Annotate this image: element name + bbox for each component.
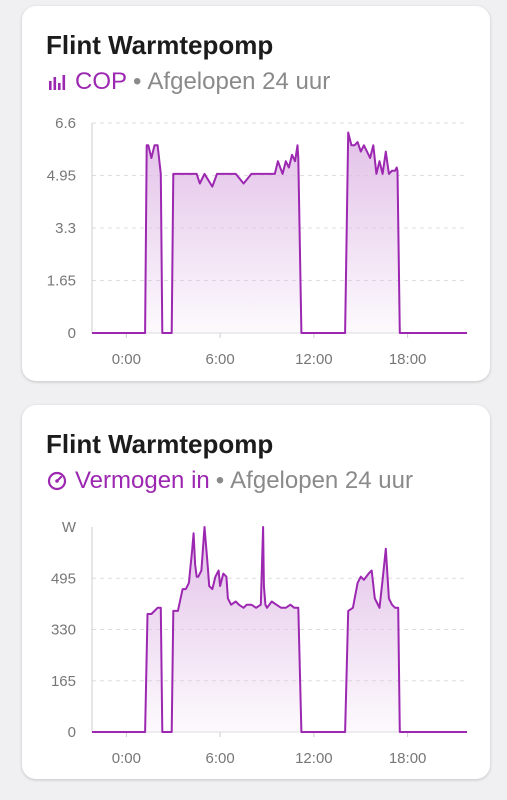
cop-card[interactable]: Flint Warmtepomp COP • Afgelopen 24 uur … <box>22 6 490 381</box>
y-tick-label: 0 <box>68 724 76 741</box>
y-tick-label: 330 <box>51 622 76 639</box>
x-tick-label: 0:00 <box>112 351 141 368</box>
gauge-icon <box>46 470 68 492</box>
card-subtitle: COP • Afgelopen 24 uur <box>46 68 330 96</box>
y-tick-label: 4.95 <box>47 168 76 185</box>
series-area <box>92 132 467 333</box>
y-tick-label: 495 <box>51 570 76 587</box>
series-line[interactable] <box>92 526 467 733</box>
card-subtitle: Vermogen in • Afgelopen 24 uur <box>46 467 413 495</box>
period-label: Afgelopen 24 uur <box>230 467 413 494</box>
y-tick-label: 6.6 <box>55 115 76 132</box>
cop-chart[interactable]: 0 1.65 3.3 4.95 6.6 0:00 6:00 12:00 18:00 <box>22 6 490 381</box>
bar-chart-icon <box>46 71 68 93</box>
x-tick-label: 0:00 <box>112 750 141 767</box>
metric-label[interactable]: Vermogen in <box>75 467 210 494</box>
card-title: Flint Warmtepomp <box>46 30 274 60</box>
y-tick-label: 165 <box>51 673 76 690</box>
x-tick-label: 12:00 <box>295 351 333 368</box>
x-tick-label: 12:00 <box>295 750 333 767</box>
x-tick-label: 18:00 <box>389 750 427 767</box>
metric-label[interactable]: COP <box>75 68 128 95</box>
series-area <box>92 527 467 732</box>
card-title: Flint Warmtepomp <box>46 429 274 459</box>
x-tick-label: 6:00 <box>206 351 235 368</box>
power-chart[interactable]: 0 165 330 495 W 0:00 6:00 12:00 18:00 <box>22 405 490 779</box>
series-line[interactable] <box>92 131 467 334</box>
y-tick-label: 3.3 <box>55 220 76 237</box>
y-tick-label: 1.65 <box>47 273 76 290</box>
y-tick-label: 0 <box>68 325 76 342</box>
power-card[interactable]: Flint Warmtepomp Vermogen in • Afgelopen… <box>22 405 490 779</box>
x-tick-label: 6:00 <box>206 750 235 767</box>
period-label: Afgelopen 24 uur <box>147 68 331 95</box>
y-tick-label: W <box>62 519 77 536</box>
x-tick-label: 18:00 <box>389 351 427 368</box>
